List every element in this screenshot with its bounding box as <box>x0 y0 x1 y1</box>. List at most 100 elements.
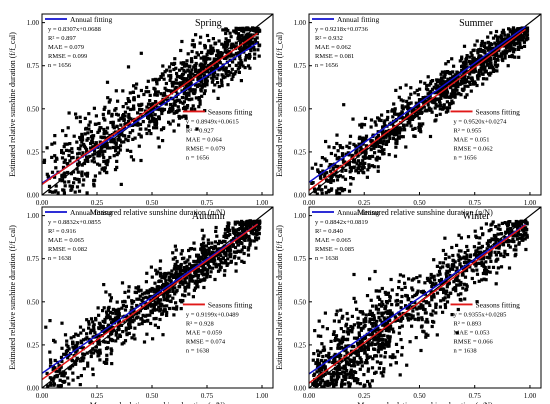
scatter-point <box>381 132 385 137</box>
scatter-point <box>171 296 175 300</box>
scatter-point <box>237 46 241 50</box>
scatter-point <box>85 138 89 142</box>
scatter-point <box>169 274 173 278</box>
scatter-point <box>195 253 199 257</box>
scatter-point <box>354 150 359 154</box>
scatter-point <box>94 114 98 118</box>
scatter-point <box>438 101 442 105</box>
scatter-point <box>137 132 141 136</box>
scatter-point <box>141 319 145 323</box>
scatter-point <box>441 261 446 265</box>
scatter-point <box>432 293 436 297</box>
scatter-point <box>468 55 472 59</box>
scatter-point <box>220 84 224 88</box>
scatter-point <box>137 297 141 301</box>
scatter-point <box>162 77 166 81</box>
scatter-point <box>445 275 449 279</box>
scatter-point <box>238 227 242 231</box>
scatter-point <box>441 91 445 95</box>
scatter-point <box>220 78 224 82</box>
scatter-point <box>71 364 75 368</box>
scatter-point <box>455 81 459 85</box>
scatter-point <box>377 346 381 350</box>
scatter-point <box>435 333 439 337</box>
scatter-point <box>112 154 116 158</box>
scatter-point <box>316 168 320 172</box>
scatter-point <box>97 151 101 156</box>
scatter-point <box>439 72 443 76</box>
scatter-point <box>321 354 325 359</box>
scatter-point <box>101 112 105 116</box>
scatter-point <box>114 339 118 343</box>
scatter-point <box>169 76 173 80</box>
scatter-point <box>116 99 120 103</box>
scatter-point <box>66 376 70 380</box>
scatter-point <box>411 314 415 318</box>
scatter-point <box>116 113 120 117</box>
scatter-point <box>411 127 415 131</box>
scatter-point <box>357 331 361 335</box>
scatter-point <box>374 304 378 308</box>
scatter-point <box>64 352 68 357</box>
scatter-point <box>411 309 415 313</box>
scatter-point <box>453 95 457 99</box>
scatter-point <box>371 324 375 328</box>
scatter-point <box>444 252 448 256</box>
scatter-point <box>489 62 493 66</box>
x-tick-label: 0.75 <box>469 392 482 400</box>
scatter-point <box>214 41 218 45</box>
scatter-point <box>501 58 505 63</box>
scatter-point <box>494 29 499 34</box>
scatter-point <box>109 321 114 325</box>
scatter-point <box>108 155 112 160</box>
scatter-point <box>463 275 468 279</box>
scatter-point <box>472 56 476 60</box>
scatter-point <box>362 123 367 127</box>
scatter-point <box>48 189 52 194</box>
scatter-point <box>340 337 344 341</box>
scatter-point <box>459 249 463 253</box>
scatter-point <box>114 112 119 116</box>
scatter-point <box>363 116 368 120</box>
scatter-point <box>234 250 238 254</box>
scatter-point <box>161 333 165 337</box>
scatter-point <box>44 325 48 329</box>
scatter-point <box>192 259 196 263</box>
scatter-point <box>375 155 380 159</box>
scatter-point <box>344 324 348 328</box>
scatter-point <box>64 133 68 138</box>
scatter-point <box>79 331 83 335</box>
scatter-point <box>152 86 156 90</box>
scatter-point <box>383 306 387 310</box>
scatter-point <box>212 262 216 266</box>
scatter-point <box>120 281 125 285</box>
annual-stat-line: y = 0.8832x+0.0855 <box>48 219 101 226</box>
scatter-point <box>200 50 204 55</box>
scatter-point <box>243 66 247 70</box>
scatter-point <box>139 288 143 292</box>
scatter-point <box>207 63 211 68</box>
scatter-point <box>420 290 424 294</box>
scatter-point <box>152 306 156 310</box>
scatter-point <box>102 107 106 111</box>
scatter-point <box>155 286 159 290</box>
scatter-point <box>327 145 331 149</box>
scatter-point <box>155 308 159 312</box>
scatter-point <box>473 281 477 285</box>
scatter-point <box>413 91 417 95</box>
scatter-point <box>225 50 229 55</box>
scatter-point <box>382 333 386 337</box>
scatter-point <box>508 29 512 33</box>
scatter-point <box>323 372 327 376</box>
scatter-point <box>97 326 101 331</box>
scatter-point <box>214 254 218 258</box>
scatter-point <box>481 262 485 266</box>
scatter-point <box>59 355 64 359</box>
scatter-point <box>471 269 475 273</box>
scatter-point <box>200 72 204 76</box>
scatter-point <box>226 257 230 261</box>
scatter-point <box>489 223 493 227</box>
scatter-point <box>338 340 342 344</box>
scatter-point <box>434 82 438 87</box>
